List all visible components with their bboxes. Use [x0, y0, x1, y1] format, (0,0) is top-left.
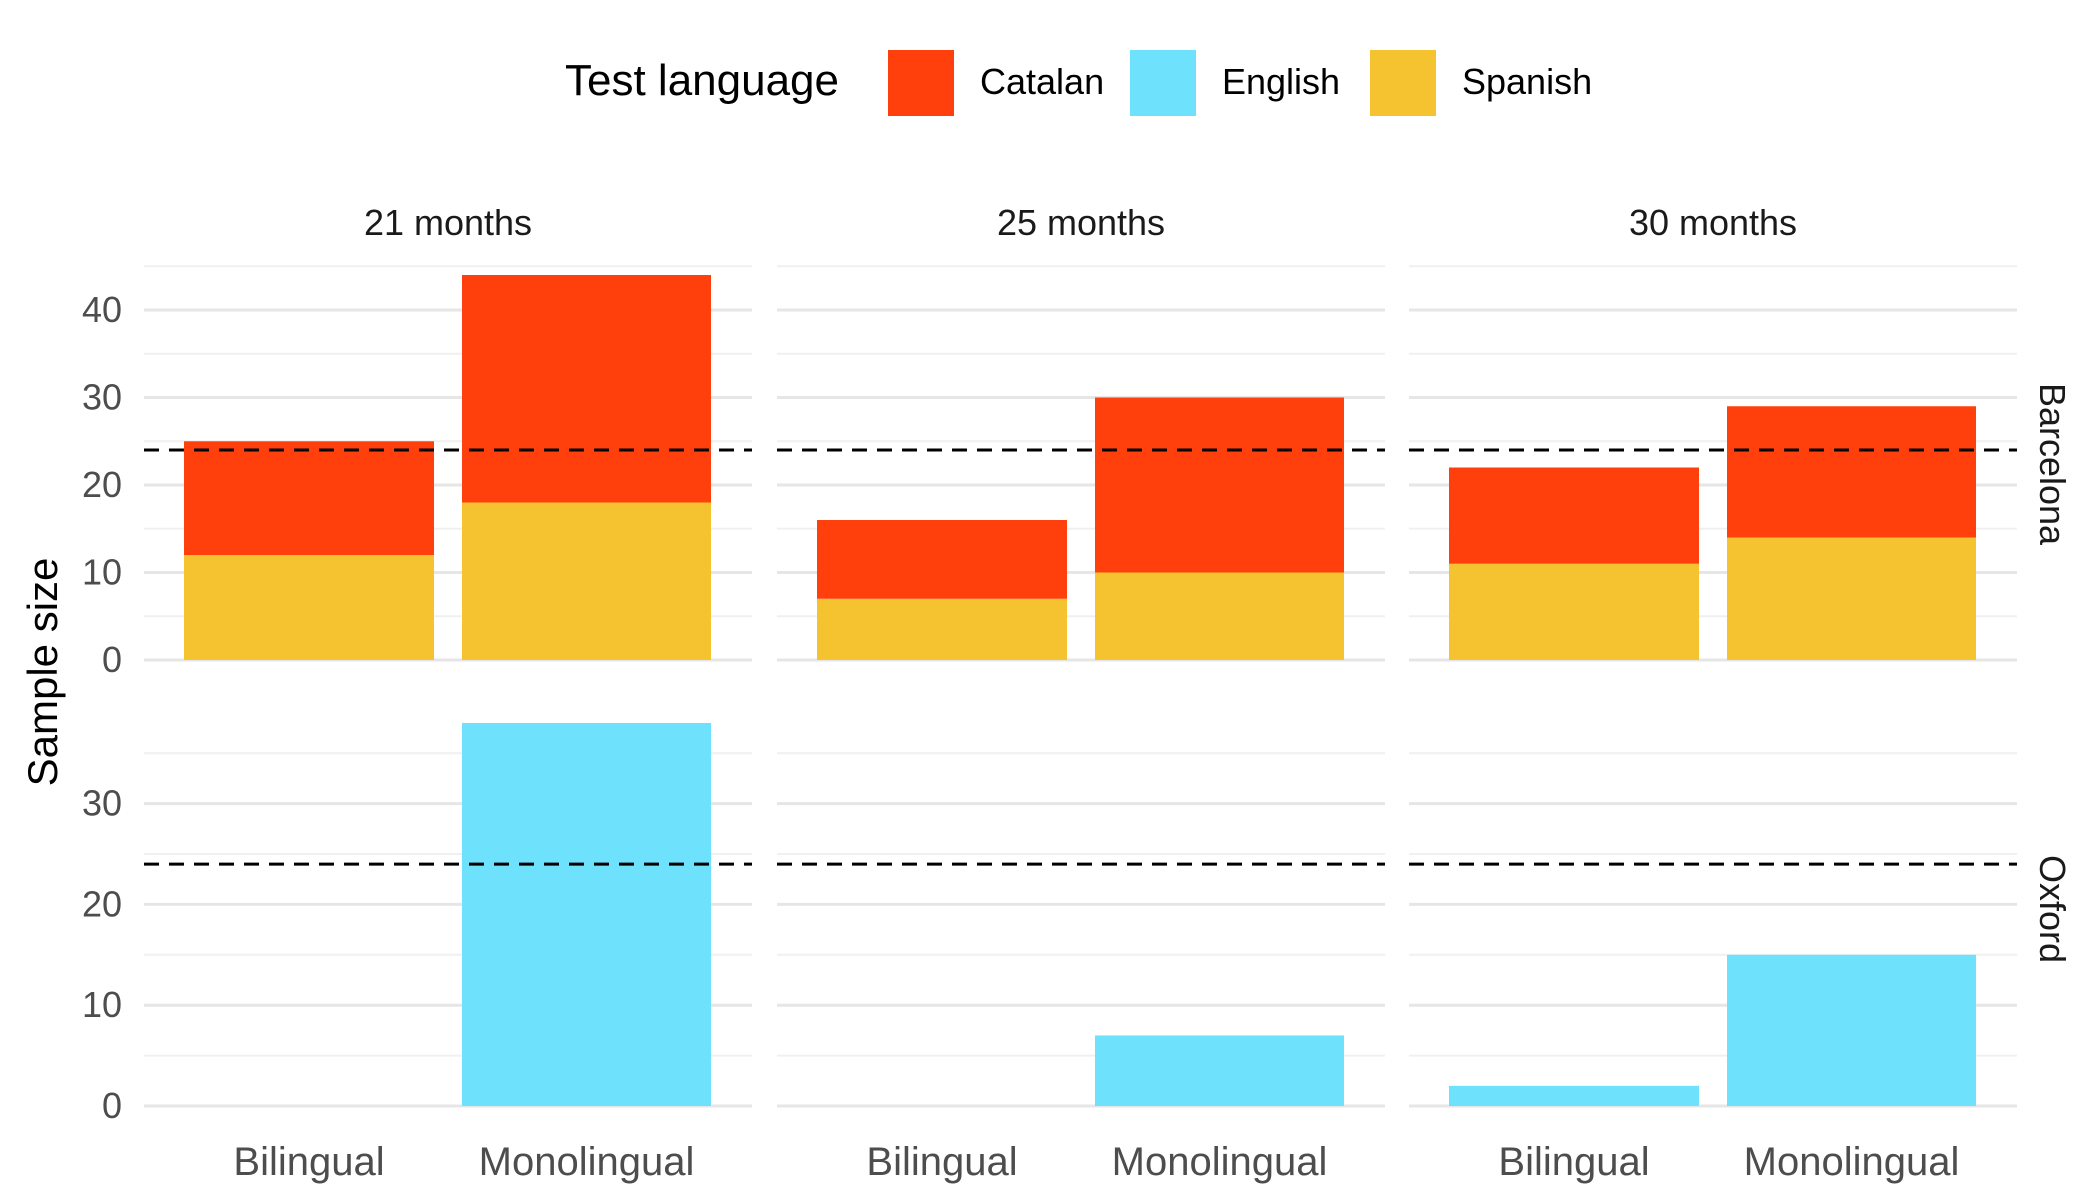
x-tick-label-monolingual: Monolingual: [479, 1140, 695, 1184]
y-tick-label: 20: [82, 883, 122, 924]
legend-label-catalan: Catalan: [980, 61, 1104, 102]
facet-label-21-months: 21 months: [364, 202, 532, 243]
y-tick-label: 10: [82, 984, 122, 1025]
bar-bilingual-spanish: [817, 598, 1067, 660]
bar-bilingual-catalan: [817, 520, 1067, 599]
legend-title: Test language: [565, 56, 839, 105]
facet-label-barcelona: Barcelona: [2032, 383, 2073, 546]
bar-monolingual-spanish: [1727, 537, 1976, 660]
panel-barcelona-30-months: [1409, 265, 2017, 662]
y-tick-label: 30: [82, 783, 122, 824]
bar-monolingual-spanish: [1095, 572, 1344, 660]
bar-monolingual-english: [1727, 954, 1976, 1106]
y-tick-label: 10: [82, 552, 122, 593]
legend-label-english: English: [1222, 61, 1340, 102]
legend-label-spanish: Spanish: [1462, 61, 1592, 102]
facet-label-25-months: 25 months: [997, 202, 1165, 243]
panel-oxford-30-months: [1409, 752, 2017, 1108]
y-tick-label: 0: [102, 639, 122, 680]
bar-monolingual-english: [462, 722, 711, 1106]
legend-swatch-english: [1130, 50, 1196, 116]
x-tick-label-monolingual: Monolingual: [1112, 1140, 1328, 1184]
panel-barcelona-25-months: [777, 265, 1385, 662]
y-axis-label: Sample size: [19, 558, 66, 787]
panel-oxford-25-months: [777, 752, 1385, 1108]
legend-swatch-catalan: [888, 50, 954, 116]
bar-bilingual-spanish: [184, 555, 434, 660]
facet-label-30-months: 30 months: [1629, 202, 1797, 243]
bar-bilingual-spanish: [1449, 563, 1699, 660]
bar-monolingual-spanish: [462, 502, 711, 660]
bar-monolingual-catalan: [1727, 406, 1976, 538]
x-tick-label-monolingual: Monolingual: [1744, 1140, 1960, 1184]
panel-oxford-21-months: 0 10 20 30: [82, 722, 752, 1126]
bar-monolingual-catalan: [462, 275, 711, 503]
bar-bilingual-english: [1449, 1085, 1699, 1106]
x-tick-label-bilingual: Bilingual: [1498, 1140, 1649, 1184]
legend-swatch-spanish: [1370, 50, 1436, 116]
bar-bilingual-catalan: [184, 441, 434, 555]
x-tick-label-bilingual: Bilingual: [233, 1140, 384, 1184]
bar-monolingual-english: [1095, 1035, 1344, 1106]
bar-monolingual-catalan: [1095, 397, 1344, 573]
legend: Test language Catalan English Spanish: [565, 50, 1592, 116]
y-tick-label: 30: [82, 377, 122, 418]
y-tick-label: 40: [82, 289, 122, 330]
panels: 0 10 20 30 40 0 10 20 30: [82, 265, 2017, 1126]
x-tick-label-bilingual: Bilingual: [866, 1140, 1017, 1184]
bar-bilingual-catalan: [1449, 467, 1699, 564]
y-tick-label: 20: [82, 464, 122, 505]
y-tick-label: 0: [102, 1085, 122, 1126]
panel-barcelona-21-months: 0 10 20 30 40: [82, 265, 752, 680]
facet-label-oxford: Oxford: [2032, 855, 2073, 963]
